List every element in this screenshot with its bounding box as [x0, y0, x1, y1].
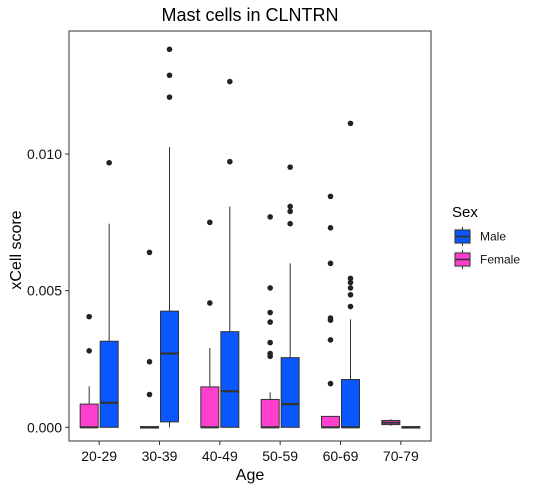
x-axis: 20-29 30-39 40-49 50-59 60-69 70-79 — [81, 441, 419, 464]
outlier-point — [106, 159, 112, 166]
outlier-point — [267, 339, 273, 346]
outlier-point — [347, 303, 354, 310]
plot-layer — [79, 46, 421, 429]
outlier-point — [287, 208, 293, 215]
box-body — [321, 415, 340, 428]
x-tick-label: 40-49 — [202, 448, 238, 464]
outlier-point — [146, 358, 153, 365]
x-tick-label: 50-59 — [262, 448, 298, 464]
box-male — [401, 426, 421, 429]
outlier-point — [267, 214, 273, 220]
outlier-point — [267, 319, 273, 325]
outlier-point — [267, 309, 273, 316]
outlier-point — [327, 315, 334, 321]
y-tick-label: 0.005 — [27, 283, 62, 299]
legend-label: Male — [480, 230, 506, 244]
outlier-point — [227, 78, 233, 85]
outlier-point — [166, 72, 173, 79]
box-body — [280, 357, 300, 428]
legend-item-female: Female — [454, 250, 520, 269]
outlier-point — [347, 291, 354, 298]
box-male — [99, 159, 119, 428]
outlier-point — [86, 348, 92, 354]
outlier-point — [287, 164, 293, 170]
outlier-point — [227, 158, 233, 165]
outlier-point — [166, 94, 173, 100]
plot-panel — [68, 30, 432, 442]
y-axis: 0.000 0.005 0.010 — [27, 146, 69, 435]
outlier-point — [327, 193, 334, 200]
legend: Sex Male Female — [452, 204, 520, 269]
x-tick-label: 70-79 — [383, 448, 419, 464]
outlier-point — [146, 391, 153, 398]
outlier-point — [207, 300, 213, 306]
x-tick-label: 20-29 — [81, 448, 117, 464]
outlier-point — [327, 337, 334, 343]
outlier-point — [166, 46, 173, 53]
box-body — [79, 403, 99, 428]
outlier-point — [347, 285, 354, 291]
outlier-point — [267, 285, 273, 291]
x-tick-label: 30-39 — [142, 448, 178, 464]
box-female — [200, 219, 220, 429]
box-body — [99, 340, 119, 428]
box-female — [381, 419, 401, 426]
y-tick-label: 0.010 — [27, 146, 62, 162]
outlier-point — [287, 220, 293, 227]
outlier-point — [347, 120, 354, 127]
box-male — [280, 164, 300, 428]
box-female — [140, 249, 159, 429]
outlier-point — [327, 225, 334, 231]
box-body — [220, 331, 240, 428]
legend-label: Female — [480, 253, 520, 267]
outlier-point — [86, 313, 92, 320]
outlier-point — [347, 279, 354, 286]
box-body — [160, 310, 179, 423]
box-body — [200, 386, 220, 428]
box-female — [79, 313, 99, 429]
x-axis-title: Age — [236, 467, 265, 484]
y-tick-label: 0.000 — [27, 419, 62, 435]
box-female — [260, 214, 280, 429]
outlier-point — [146, 249, 153, 256]
outlier-point — [347, 275, 354, 282]
box-body — [260, 398, 280, 428]
outlier-point — [327, 380, 334, 387]
outlier-point — [267, 350, 273, 357]
chart-title: Mast cells in CLNTRN — [161, 5, 338, 25]
x-tick-label: 60-69 — [323, 448, 359, 464]
legend-item-male: Male — [454, 227, 506, 246]
box-male — [160, 46, 179, 428]
box-male — [220, 78, 240, 428]
box-female — [321, 193, 340, 429]
box-male — [341, 120, 360, 429]
y-axis-title: xCell score — [8, 210, 25, 289]
legend-items: Male Female — [454, 227, 520, 269]
box-body — [341, 379, 360, 428]
outlier-point — [327, 260, 334, 267]
legend-title: Sex — [452, 204, 478, 221]
outlier-point — [287, 203, 293, 210]
outlier-point — [207, 219, 213, 226]
